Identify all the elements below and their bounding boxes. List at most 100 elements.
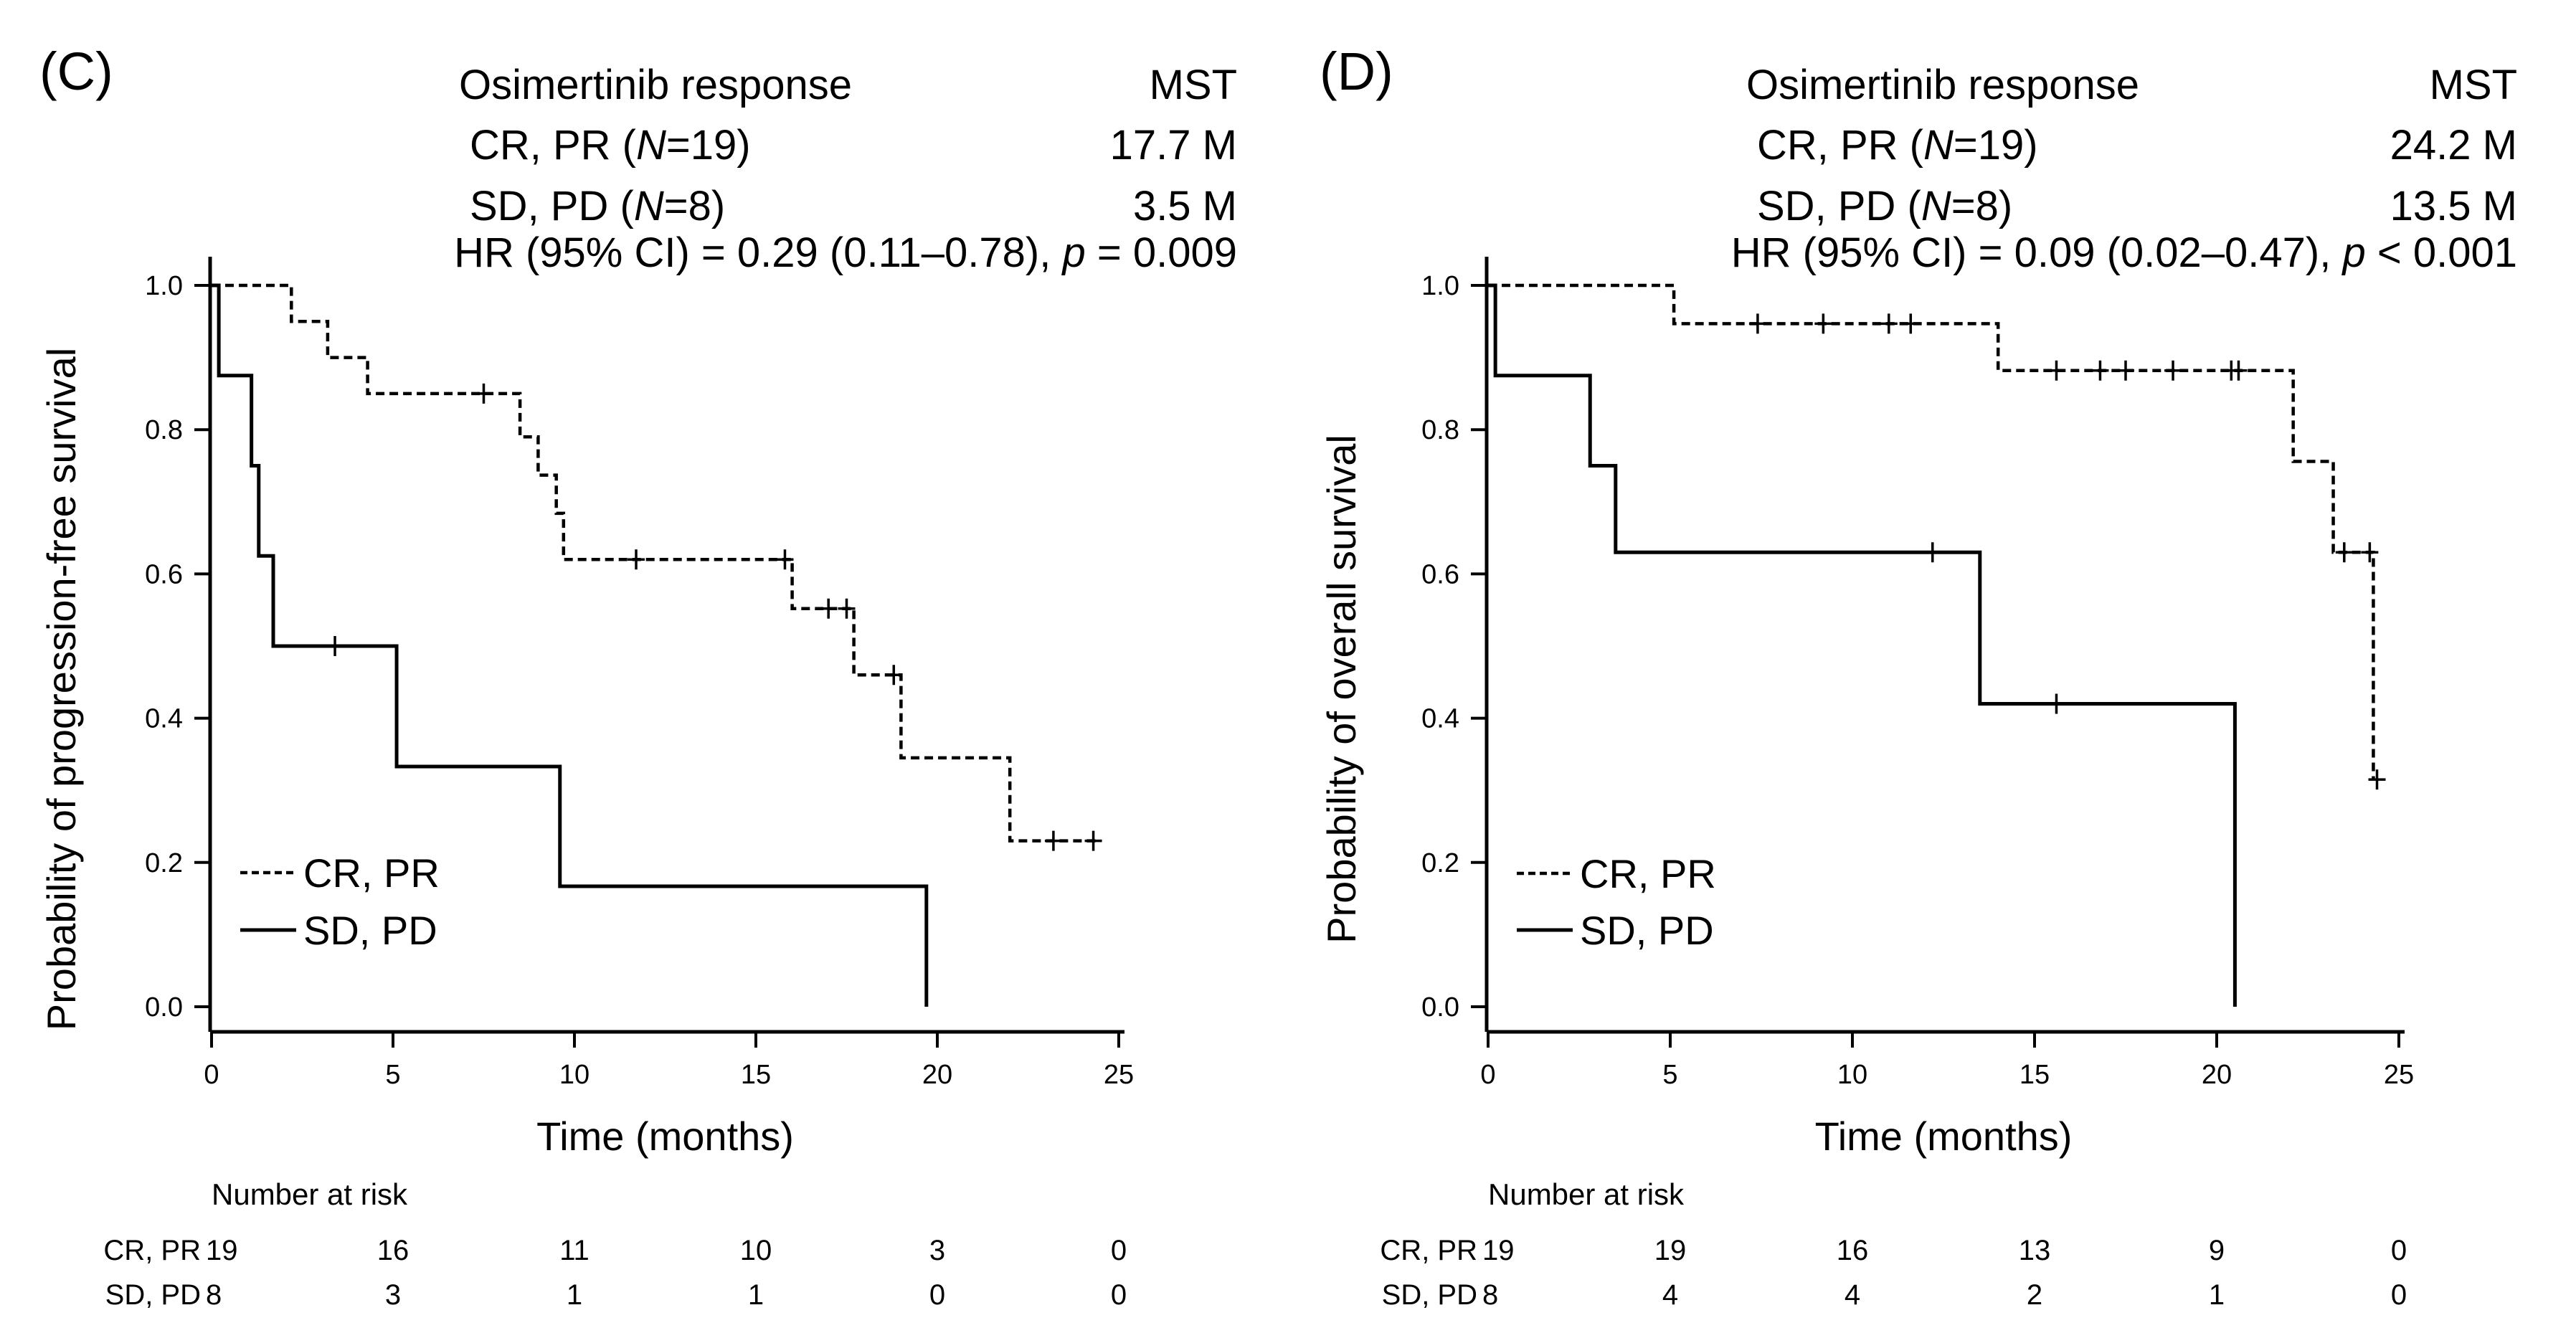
risk-row-label: CR, PR — [1380, 1235, 1477, 1266]
risk-count: 10 — [740, 1235, 772, 1266]
censor-mark — [838, 598, 856, 619]
km-curve-sd-pd — [212, 283, 929, 1007]
km-curve-cr-pr — [1488, 283, 2375, 780]
annotation-header-group: Osimertinib response — [1746, 62, 2139, 108]
x-tick-label: 15 — [2019, 1060, 2050, 1090]
risk-count: 0 — [1111, 1279, 1127, 1311]
risk-row-label: CR, PR — [103, 1235, 201, 1266]
censor-mark — [2230, 360, 2248, 381]
risk-table-title: Number at risk — [1488, 1177, 1685, 1211]
annotation-mst-value: 3.5 M — [1133, 183, 1237, 229]
annotation-hr: HR (95% CI) = 0.09 (0.02–0.47), p < 0.00… — [1731, 229, 2517, 276]
x-tick-label: 25 — [1104, 1060, 1134, 1090]
censor-mark — [2368, 769, 2386, 790]
risk-count: 0 — [1111, 1235, 1127, 1266]
censor-mark — [2047, 693, 2065, 714]
risk-count: 19 — [1482, 1235, 1515, 1266]
annotation-hr: HR (95% CI) = 0.29 (0.11–0.78), p = 0.00… — [454, 229, 1237, 276]
annotation-group-label: SD, PD (N=8) — [470, 183, 725, 229]
x-tick-label: 0 — [1480, 1060, 1495, 1090]
y-tick-label: 0.0 — [145, 992, 183, 1023]
legend-label-cr-pr: CR, PR — [1580, 851, 1716, 896]
y-tick-label: 0.2 — [1421, 848, 1459, 878]
censor-mark — [326, 636, 344, 656]
x-tick-label: 0 — [204, 1060, 219, 1090]
censor-mark — [1084, 830, 1102, 851]
censor-mark — [1880, 313, 1898, 334]
risk-count: 1 — [567, 1279, 582, 1311]
censor-mark — [2047, 360, 2065, 381]
censor-mark — [2361, 542, 2379, 563]
censor-mark — [776, 549, 794, 570]
y-axis-label: Probability of progression-free survival — [39, 348, 84, 1030]
risk-count: 13 — [2019, 1235, 2051, 1266]
x-tick-label: 5 — [385, 1060, 400, 1090]
censor-mark — [1044, 830, 1062, 851]
annotation-group-label: CR, PR (N=19) — [470, 122, 751, 169]
annotation-mst-value: 24.2 M — [2390, 122, 2517, 169]
censor-mark — [1923, 542, 1941, 563]
risk-count: 4 — [1662, 1279, 1678, 1311]
y-tick-label: 0.2 — [145, 848, 183, 878]
censor-mark — [820, 598, 838, 619]
x-tick-label: 10 — [559, 1060, 589, 1090]
panel-label: (C) — [39, 42, 113, 101]
legend-label-cr-pr: CR, PR — [303, 850, 440, 896]
risk-count: 16 — [377, 1235, 409, 1266]
risk-count: 1 — [2209, 1279, 2225, 1311]
y-tick-label: 0.0 — [1421, 992, 1459, 1023]
y-axis-label: Probability of overall survival — [1319, 435, 1364, 944]
x-tick-label: 25 — [2384, 1060, 2414, 1090]
risk-count: 0 — [2391, 1279, 2407, 1311]
x-axis-label: Time (months) — [536, 1114, 794, 1159]
annotation-group-label: SD, PD (N=8) — [1757, 183, 2012, 229]
risk-count: 11 — [559, 1235, 589, 1266]
x-tick-label: 10 — [1837, 1060, 1867, 1090]
risk-row-label: SD, PD — [105, 1279, 201, 1311]
censor-mark — [1902, 313, 1920, 334]
panel-d: (D) Osimertinib response MST CR, PR (N=19) 2… — [1319, 42, 2517, 1311]
x-axis-label: Time (months) — [1815, 1114, 2073, 1159]
legend-label-sd-pd: SD, PD — [1580, 908, 1714, 953]
censor-mark — [1814, 313, 1832, 334]
y-tick-label: 0.4 — [1421, 704, 1459, 734]
x-tick-label: 20 — [2202, 1060, 2232, 1090]
y-tick-label: 1.0 — [1421, 271, 1459, 301]
y-tick-label: 0.8 — [145, 415, 183, 445]
y-tick-label: 0.4 — [145, 704, 183, 734]
y-tick-label: 0.8 — [1421, 415, 1459, 445]
censor-mark — [1748, 313, 1766, 334]
risk-count: 4 — [1845, 1279, 1860, 1311]
y-tick-label: 0.6 — [145, 559, 183, 589]
x-tick-label: 15 — [741, 1060, 771, 1090]
legend-label-sd-pd: SD, PD — [303, 908, 437, 953]
risk-count: 0 — [2391, 1235, 2407, 1266]
annotation-mst-value: 17.7 M — [1110, 122, 1237, 169]
annotation-group-label: CR, PR (N=19) — [1757, 122, 2038, 169]
y-tick-label: 0.6 — [1421, 559, 1459, 589]
risk-count: 9 — [2209, 1235, 2225, 1266]
y-tick-label: 1.0 — [145, 271, 183, 301]
risk-count: 19 — [1654, 1235, 1687, 1266]
km-curve-cr-pr — [212, 283, 1101, 843]
censor-mark — [475, 383, 493, 404]
km-curve-sd-pd — [1488, 283, 2237, 1007]
x-tick-label: 20 — [922, 1060, 952, 1090]
panel-label: (D) — [1320, 42, 1393, 101]
censor-mark — [2164, 360, 2182, 381]
risk-count: 0 — [929, 1279, 945, 1311]
annotation-header-stat: MST — [1150, 62, 1237, 108]
risk-count: 1 — [748, 1279, 764, 1311]
censor-mark — [885, 665, 903, 686]
censor-mark — [2091, 360, 2109, 381]
risk-row-label: SD, PD — [1382, 1279, 1477, 1311]
risk-count: 3 — [929, 1235, 945, 1266]
x-tick-label: 5 — [1662, 1060, 1677, 1090]
annotation-header-stat: MST — [2430, 62, 2517, 108]
annotation-header-group: Osimertinib response — [459, 62, 852, 108]
risk-table-title: Number at risk — [212, 1177, 408, 1211]
risk-count: 2 — [2027, 1279, 2042, 1311]
risk-count: 8 — [206, 1279, 222, 1311]
risk-count: 3 — [385, 1279, 401, 1311]
